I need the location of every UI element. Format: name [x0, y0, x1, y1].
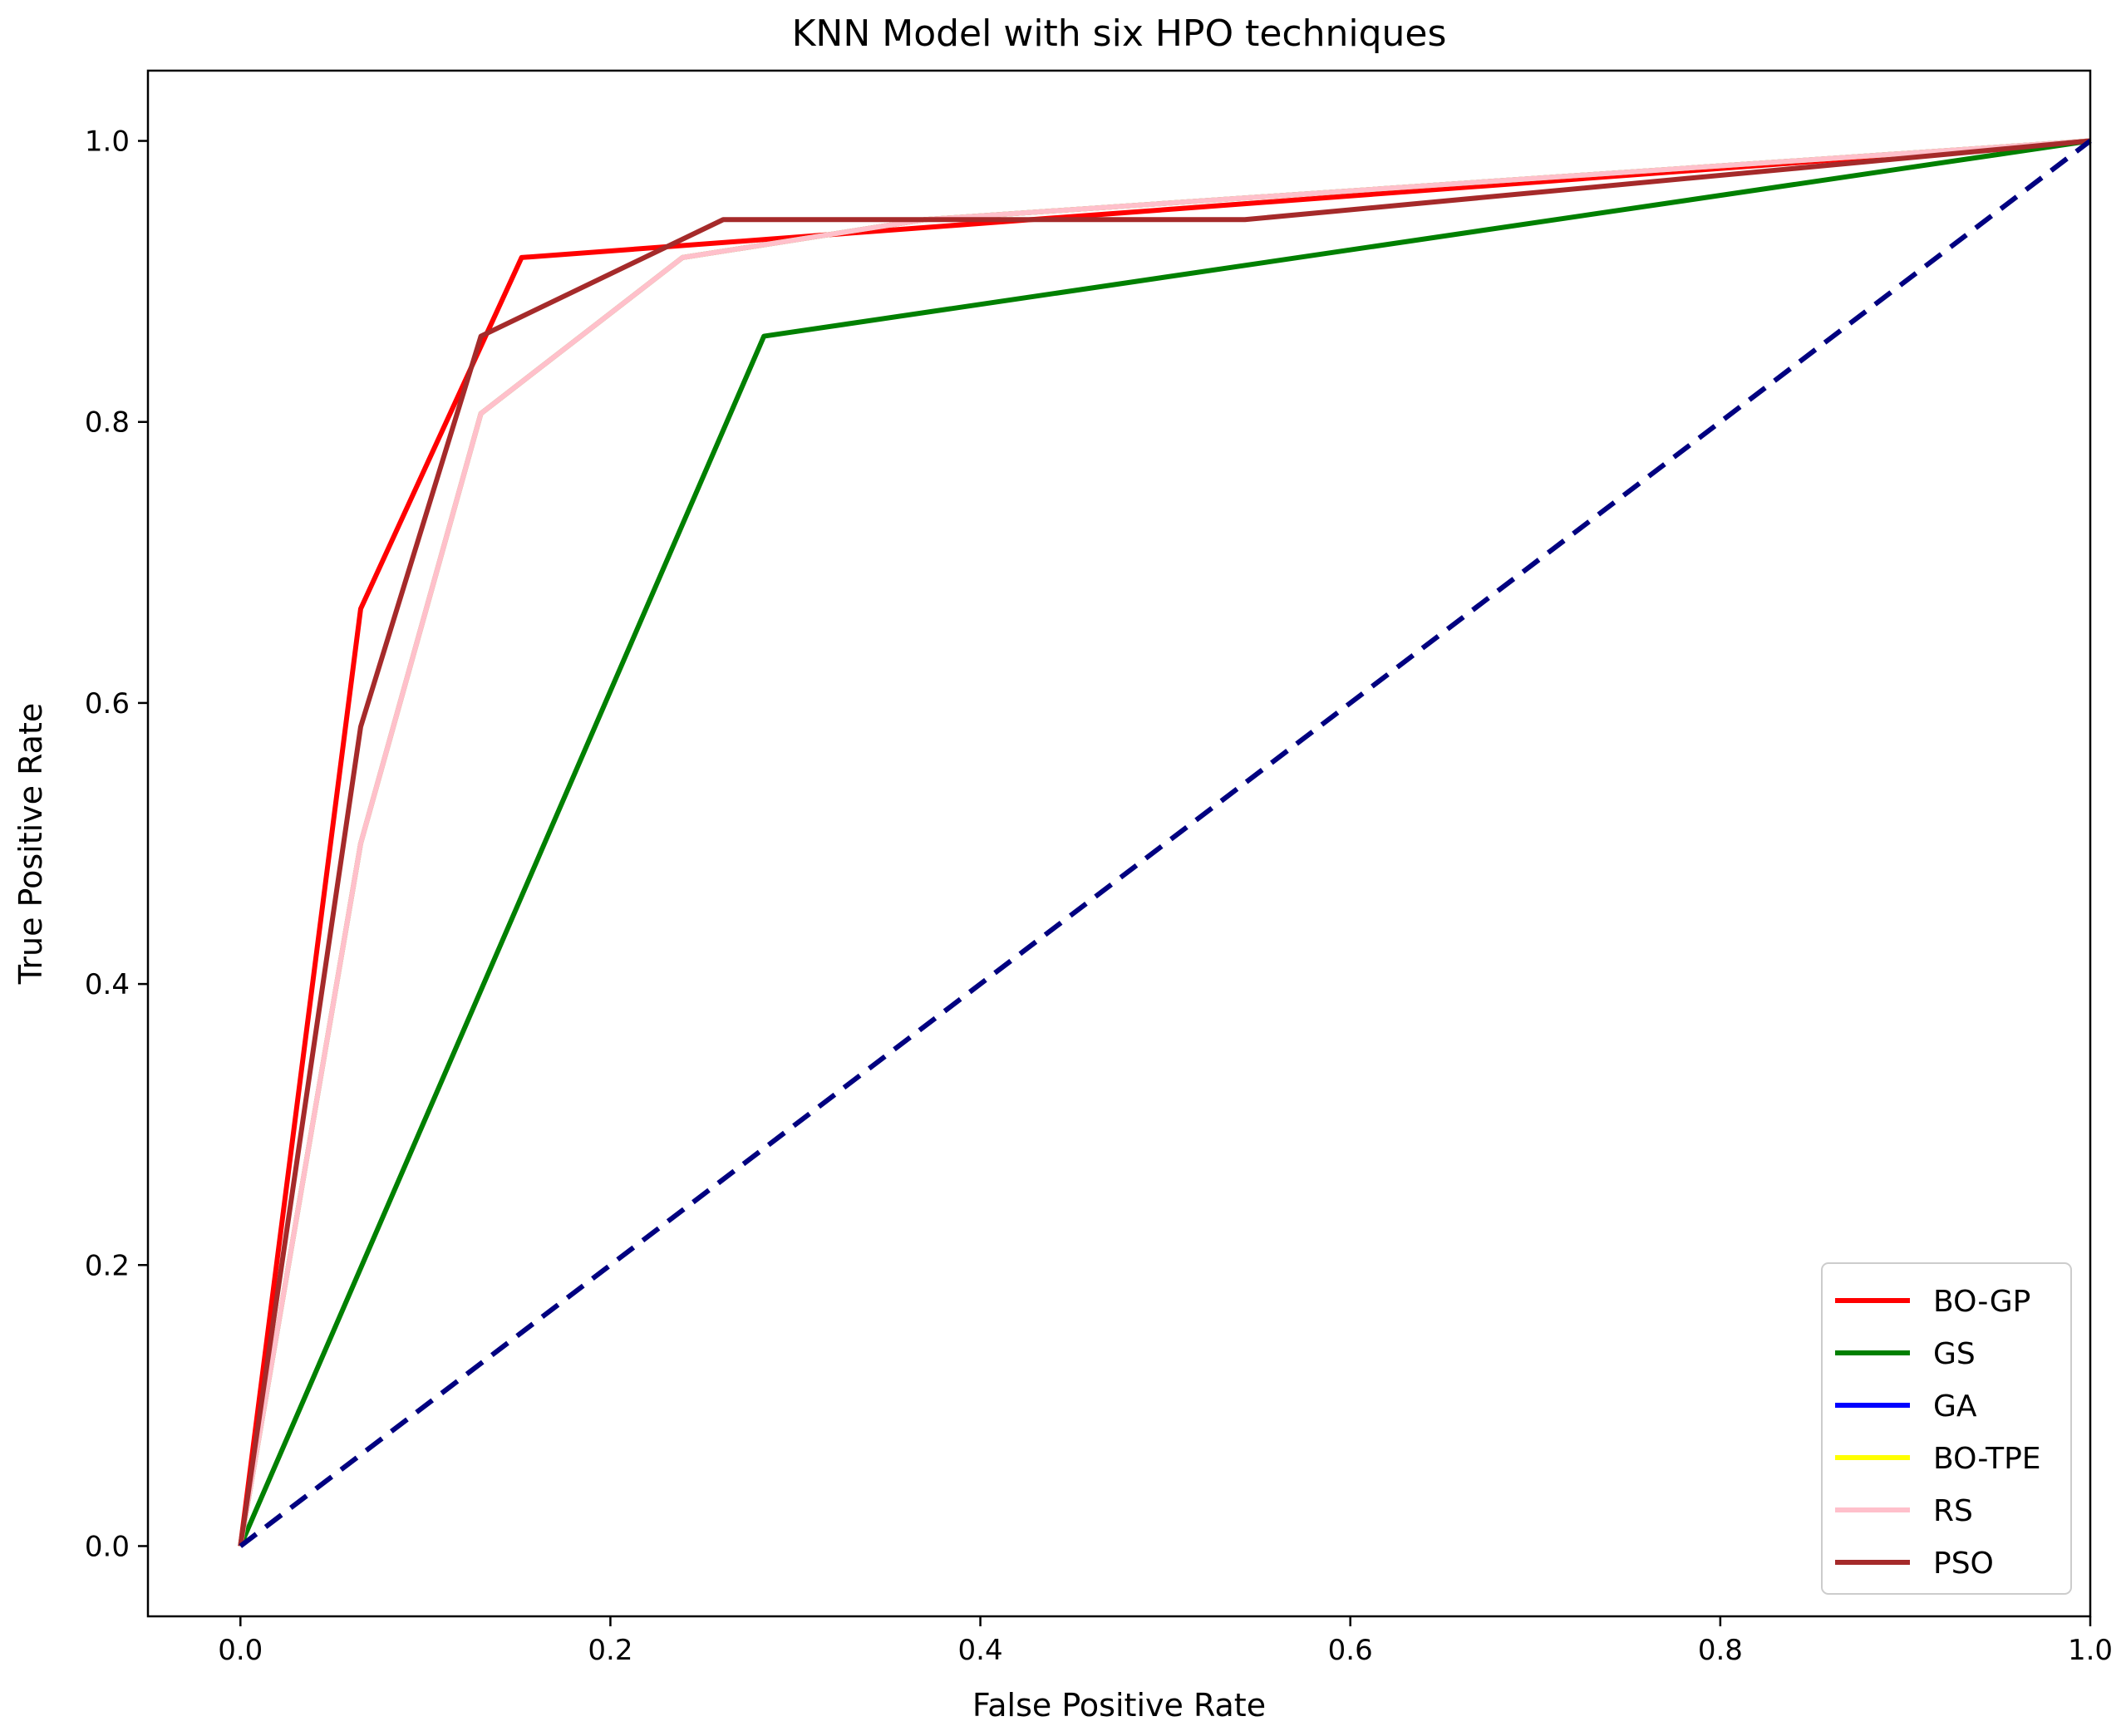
y-tick-label: 0.2: [85, 1249, 130, 1282]
x-tick-label: 0.0: [218, 1634, 263, 1667]
y-axis-label: True Positive Rate: [12, 703, 49, 986]
x-tick-label: 0.8: [1698, 1634, 1743, 1667]
y-tick-label: 0.8: [85, 406, 130, 440]
plot-frame: [146, 69, 2092, 1618]
x-tick-label: 1.0: [2068, 1634, 2113, 1667]
y-tick-label: 0.0: [85, 1530, 130, 1563]
legend-label-bo-tpe: BO-TPE: [1933, 1442, 2041, 1476]
y-tick-label: 0.4: [85, 968, 130, 1001]
series-line-pso: [238, 138, 2091, 1547]
y-tick-label: 1.0: [85, 125, 130, 159]
diagonal-reference-line: [239, 139, 2092, 1548]
x-tick-label: 0.6: [1328, 1634, 1373, 1667]
series-line-gs: [238, 138, 2091, 1547]
chart-title: KNN Model with six HPO techniques: [792, 12, 1447, 55]
legend-label-gs: GS: [1933, 1337, 1976, 1371]
series-layer: [238, 138, 2092, 1548]
x-tick-label: 0.2: [588, 1634, 632, 1667]
series-line-bo-gp: [238, 138, 2091, 1547]
x-tick-label: 0.4: [958, 1634, 1003, 1667]
y-tick-label: 0.6: [85, 687, 130, 720]
legend-label-bo-gp: BO-GP: [1933, 1285, 2030, 1319]
x-axis-label: False Positive Rate: [972, 1687, 1266, 1724]
series-line-rs: [238, 138, 2091, 1547]
legend-label-ga: GA: [1933, 1389, 1977, 1424]
tick-layer: 0.0 0.2 0.4 0.6 0.8 1.0 0.0 0.2 0.4 0.6 0.8 1.0: [85, 125, 2113, 1667]
legend: BO-GP GS GA BO-TPE RS PSO: [1821, 1262, 2072, 1595]
legend-label-rs: RS: [1933, 1494, 1973, 1528]
legend-label-pso: PSO: [1933, 1547, 1994, 1581]
